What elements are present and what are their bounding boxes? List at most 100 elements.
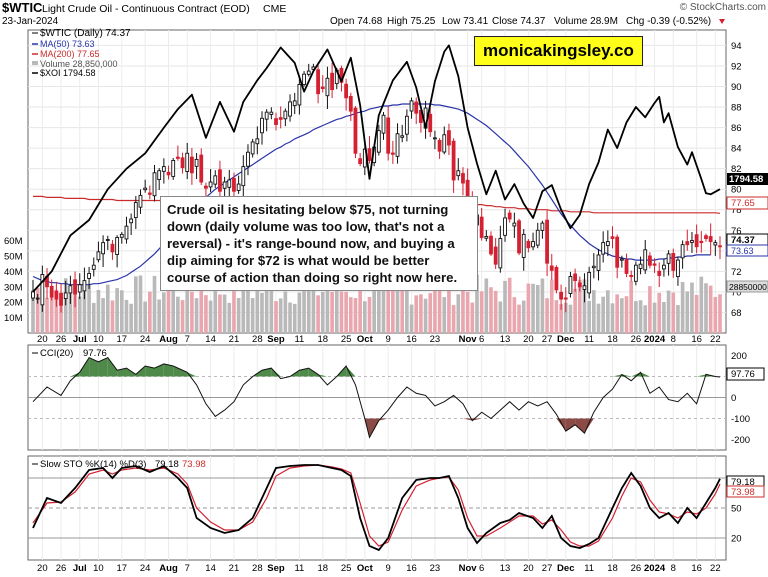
candle-body — [540, 222, 545, 231]
price-panel-frame — [27, 29, 727, 334]
volume-bar — [428, 293, 433, 333]
candle-body — [414, 101, 419, 114]
cci-overbought-fill — [318, 374, 328, 377]
candlestick — [175, 145, 180, 161]
volume-tick-label: 20M — [4, 298, 23, 309]
cci-overbought-fill — [346, 366, 356, 377]
candle-body — [49, 285, 54, 298]
candlestick — [718, 236, 722, 260]
volume-bar — [59, 302, 63, 333]
candlestick — [414, 97, 419, 125]
sto-legend-k: 79.18 — [155, 459, 179, 470]
header-high: High 75.25 — [387, 16, 436, 27]
candlestick — [638, 256, 643, 275]
candle-body — [185, 152, 190, 172]
candle-body — [708, 236, 713, 243]
volume-bar — [573, 288, 577, 333]
analysis-annotation: Crude oil is hesitating below $75, not t… — [160, 196, 478, 291]
volume-bar — [596, 303, 601, 333]
volume-bar — [269, 285, 274, 333]
cci-overbought-fill — [89, 357, 99, 377]
sto-x-tick-label: 13 — [500, 563, 511, 574]
price-x-tick-label: 26 — [631, 334, 642, 345]
candlestick — [241, 155, 246, 197]
candlestick — [680, 240, 685, 269]
candlestick — [274, 112, 278, 131]
price-tick-label: 90 — [731, 82, 742, 93]
candlestick — [666, 250, 671, 276]
volume-bar — [162, 292, 166, 333]
candlestick — [662, 258, 666, 277]
candle-body — [671, 253, 676, 271]
candlestick — [629, 270, 634, 282]
candle-body — [204, 185, 208, 189]
price-tick-label: 94 — [731, 41, 742, 52]
tag-xoi — [727, 173, 768, 185]
candlestick — [367, 136, 372, 164]
candle-body — [498, 238, 503, 269]
candle-body — [157, 170, 162, 181]
candle-body — [568, 276, 573, 294]
cci-legend-label: CCI(20) — [40, 348, 73, 359]
cci-overbought-fill — [696, 374, 706, 377]
candlestick — [236, 175, 241, 194]
volume-bar — [54, 289, 59, 333]
candlestick — [199, 148, 204, 186]
candlestick — [82, 267, 87, 300]
candlestick — [503, 208, 507, 242]
candlestick — [133, 196, 138, 229]
volume-bar — [129, 303, 133, 333]
candle-body — [451, 140, 456, 181]
volume-bar — [400, 285, 405, 333]
candlestick — [250, 138, 255, 158]
candle-body — [652, 263, 657, 266]
candle-body — [484, 236, 489, 239]
volume-bar — [105, 284, 110, 333]
volume-bar — [624, 296, 629, 333]
cci-overbought-fill — [79, 357, 90, 377]
legend-volume: Volume 28,850,000 — [40, 59, 118, 69]
legend-ma50: MA(50) 73.63 — [40, 39, 95, 49]
volume-bar — [610, 303, 615, 333]
volume-bar — [204, 295, 208, 333]
tag-cci — [726, 367, 765, 381]
price-x-tick-label: 2024 — [644, 334, 666, 345]
cci-overbought-fill — [612, 374, 622, 377]
candlestick — [671, 248, 676, 278]
price-x-tick-label: 16 — [691, 334, 702, 345]
candlestick — [264, 109, 269, 132]
volume-bar — [311, 275, 316, 333]
candlestick — [292, 92, 297, 115]
candlestick — [451, 138, 456, 193]
volume-bar — [517, 304, 521, 333]
candle-body — [325, 77, 330, 97]
volume-tick-label: 30M — [4, 282, 23, 293]
candle-body — [54, 290, 59, 300]
candlestick — [376, 124, 381, 156]
candle-body — [582, 285, 587, 290]
candle-body — [624, 259, 629, 274]
volume-bar — [330, 291, 334, 333]
volume-bar — [549, 279, 554, 333]
candle-body — [629, 274, 634, 277]
sto-x-tick-label: Dec — [557, 563, 574, 574]
candlestick — [521, 229, 526, 271]
price-x-tick-label: 25 — [341, 334, 352, 345]
candle-body — [255, 138, 260, 145]
candle-body — [545, 219, 549, 264]
volume-bar — [503, 280, 507, 333]
volume-bar — [493, 290, 498, 333]
chg-down-icon — [719, 19, 725, 24]
candlestick — [624, 253, 629, 278]
volume-bar — [320, 291, 325, 333]
candle-body — [152, 172, 157, 197]
volume-bar — [531, 283, 535, 333]
brand-watermark: monicakingsley.co — [474, 36, 643, 66]
candle-body — [264, 111, 269, 120]
tag-ma200-text: 77.65 — [731, 198, 755, 209]
candlestick — [563, 287, 568, 313]
candle-body — [96, 251, 101, 261]
volume-bar — [652, 302, 657, 333]
candle-body — [718, 245, 722, 248]
volume-bar — [190, 291, 194, 333]
